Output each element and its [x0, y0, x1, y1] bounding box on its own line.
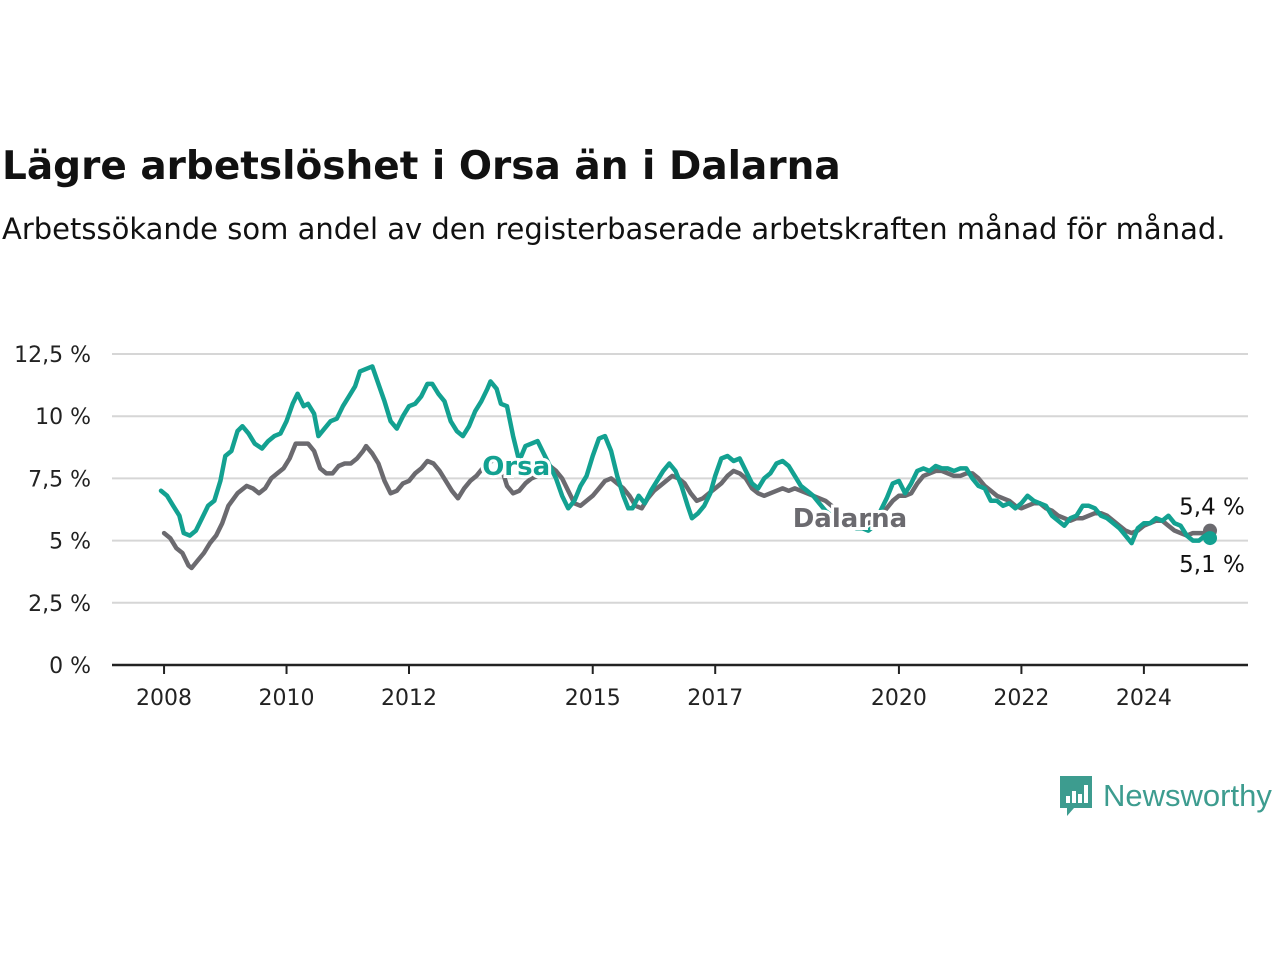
end-value-label-dalarna: 5,4 %: [1179, 495, 1245, 521]
x-axis-ticks: 2008 2010 2012 2015 2017 2020 2022 2024: [136, 665, 1172, 711]
x-tick-label: 2015: [565, 686, 621, 711]
series-line-orsa: [158, 364, 1213, 546]
x-tick-label: 2008: [136, 686, 192, 711]
series-labels: Orsa Dalarna 5,4 % 5,1 %: [479, 449, 1247, 581]
series-label-dalarna: Dalarna: [793, 504, 907, 534]
y-tick-label: 5 %: [49, 530, 91, 555]
y-tick-label: 0 %: [49, 654, 91, 679]
series-end-point-orsa: [1203, 531, 1218, 546]
brand-logo: Newsworthy: [1058, 773, 1272, 819]
x-tick-label: 2022: [993, 686, 1049, 711]
x-tick-label: 2017: [687, 686, 743, 711]
series-lines: [158, 364, 1218, 571]
series-label-orsa: Orsa: [482, 452, 550, 482]
y-tick-label: 2,5 %: [28, 592, 91, 617]
brand-name: Newsworthy: [1103, 778, 1272, 813]
y-axis-ticks: 0 % 2,5 % 5 % 7,5 % 10 % 12,5 %: [14, 343, 91, 679]
y-tick-label: 7,5 %: [28, 467, 91, 492]
x-tick-label: 2012: [381, 686, 437, 711]
chart-subtitle: Arbetssökande som andel av den registerb…: [2, 212, 1226, 246]
y-tick-label: 10 %: [35, 405, 91, 430]
chart-title: Lägre arbetslöshet i Orsa än i Dalarna: [2, 144, 841, 189]
x-tick-label: 2020: [871, 686, 927, 711]
y-tick-label: 12,5 %: [14, 343, 91, 368]
end-value-label-orsa: 5,1 %: [1179, 552, 1245, 578]
chart-bubble-icon: [1060, 776, 1092, 816]
x-tick-label: 2010: [259, 686, 315, 711]
x-tick-label: 2024: [1116, 686, 1172, 711]
